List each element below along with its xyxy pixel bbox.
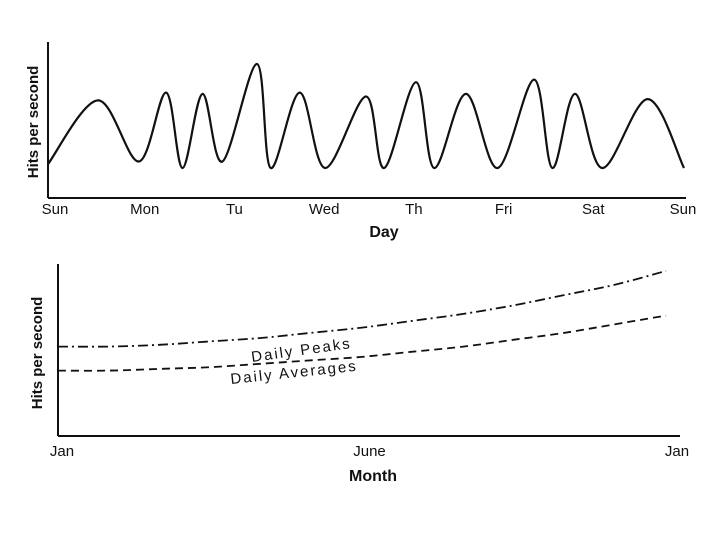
weekly-tick-7: Sun xyxy=(670,201,697,218)
y-axis-label-yearly: Hits per second xyxy=(29,297,46,410)
yearly-tick-0: Jan xyxy=(50,443,74,460)
x-axis-label-weekly: Day xyxy=(369,224,398,241)
weekly-tick-4: Th xyxy=(405,201,423,218)
weekly-tick-3: Wed xyxy=(309,201,340,218)
yearly-tick-1: June xyxy=(353,443,386,460)
x-ticks-yearly: Jan June Jan xyxy=(50,443,689,460)
weekly-tick-0: Sun xyxy=(42,201,69,218)
series-line-daily-peaks xyxy=(57,270,667,348)
weekly-tick-6: Sat xyxy=(582,201,605,218)
x-axis-label-yearly: Month xyxy=(349,468,397,485)
yearly-tick-2: Jan xyxy=(665,443,689,460)
y-axis-label-weekly: Hits per second xyxy=(25,66,42,179)
weekly-tick-2: Tu xyxy=(226,201,243,218)
weekly-tick-5: Fri xyxy=(495,201,513,218)
series-line-daily-averages xyxy=(57,314,667,372)
chart-yearly: Hits per second Month Jan June Jan Daily P… xyxy=(29,264,689,485)
weekly-tick-1: Mon xyxy=(130,201,159,218)
chart-weekly: Hits per second Day Sun Mon Tu Wed Th Fri Sat S… xyxy=(25,42,696,241)
series-line-weekly xyxy=(47,62,685,170)
x-ticks-weekly: Sun Mon Tu Wed Th Fri Sat Sun xyxy=(42,201,697,218)
